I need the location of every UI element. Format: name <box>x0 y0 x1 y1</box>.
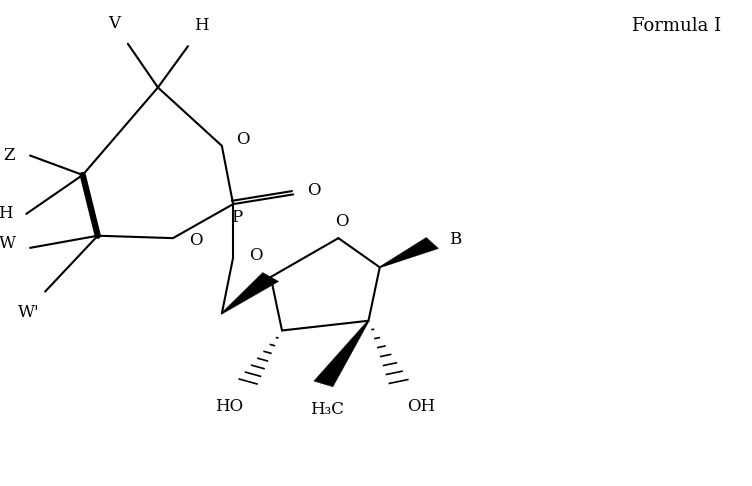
Text: Z: Z <box>3 147 15 164</box>
Text: V: V <box>108 15 120 32</box>
Text: O: O <box>249 247 262 263</box>
Text: H: H <box>0 206 13 222</box>
Text: O: O <box>308 182 321 199</box>
Polygon shape <box>221 273 279 314</box>
Polygon shape <box>379 238 438 268</box>
Text: H₃C: H₃C <box>310 401 344 417</box>
Text: O: O <box>189 232 202 249</box>
Text: Formula I: Formula I <box>632 17 721 35</box>
Text: H: H <box>194 17 209 34</box>
Text: W': W' <box>18 304 39 320</box>
Text: HO: HO <box>215 399 244 415</box>
Polygon shape <box>314 321 369 387</box>
Text: O: O <box>236 132 250 148</box>
Text: W: W <box>0 236 16 252</box>
Text: OH: OH <box>407 399 435 415</box>
Text: O: O <box>335 213 349 229</box>
Text: B: B <box>449 231 461 247</box>
Text: P: P <box>232 209 242 226</box>
